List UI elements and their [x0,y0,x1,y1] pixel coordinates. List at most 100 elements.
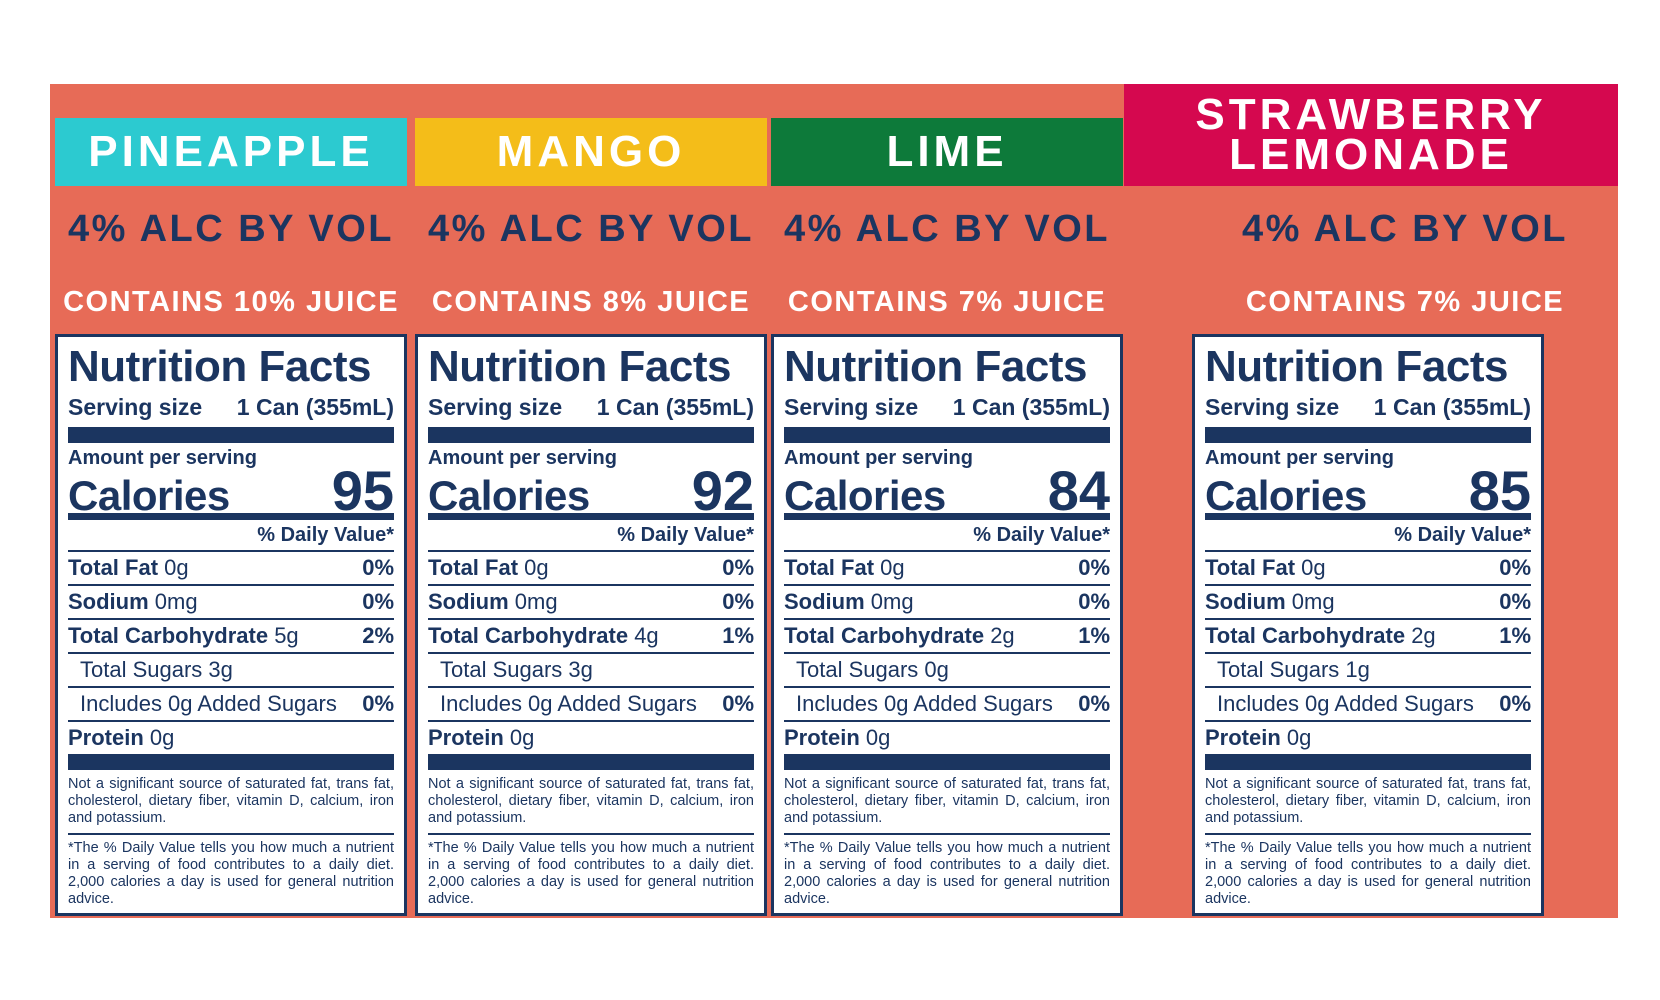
serving-size-row: Serving size 1 Can (355mL) [68,391,394,423]
protein-amount: 0g [1286,725,1312,750]
divider-thick [428,754,754,770]
total-carbohydrate-amount: 2g [990,623,1015,648]
flavor-name: PINEAPPLE [88,127,374,176]
calories-row: Calories 84 [784,463,1110,519]
total-fat-row: Total Fat 0g 0% [1205,552,1531,586]
sodium-amount: 0mg [1291,589,1335,614]
sodium-amount: 0mg [870,589,914,614]
calories-label: Calories [1205,472,1367,519]
total-sugars-text: Total Sugars 3g [80,657,233,682]
total-carbohydrate-label: Total Carbohydrate [68,623,269,648]
added-sugars-dv: 0% [362,691,394,716]
alcohol-by-volume: 4% ALC BY VOL [428,208,754,250]
nutrition-facts-title: Nutrition Facts [784,342,1087,391]
total-carbohydrate-dv: 2% [362,623,394,648]
calories-label: Calories [428,472,590,519]
protein-label: Protein [428,725,504,750]
total-carbohydrate-label: Total Carbohydrate [1205,623,1406,648]
total-fat-amount: 0g [1301,555,1326,580]
total-fat-amount: 0g [524,555,549,580]
calories-label: Calories [68,472,230,519]
total-carbohydrate-dv: 1% [1078,623,1110,648]
protein-label: Protein [784,725,860,750]
total-fat-amount: 0g [164,555,189,580]
amount-per-serving: Amount per serving [68,447,257,469]
protein-amount: 0g [865,725,891,750]
protein-amount: 0g [509,725,535,750]
amount-per-serving: Amount per serving [784,447,973,469]
total-carbohydrate-amount: 2g [1411,623,1436,648]
amount-per-serving: Amount per serving [1205,447,1394,469]
sodium-amount: 0mg [154,589,198,614]
calories-row: Calories 85 [1205,459,1531,522]
total-carbohydrate-row: Total Carbohydrate 5g 2% [68,620,394,654]
daily-value-header: % Daily Value* [1205,520,1531,552]
calories-row: Calories 95 [68,463,394,519]
total-sugars-row: Total Sugars 0g [784,654,1110,688]
total-carbohydrate-row: Total Carbohydrate 2g 1% [1205,620,1531,654]
daily-value-header: % Daily Value* [428,520,754,552]
flavor-column: LIME 4% ALC BY VOL CONTAINS 7% JUICE Nut… [771,84,1123,918]
nutrition-facts-panel: Nutrition Facts Serving size 1 Can (355m… [771,334,1123,916]
alcohol-by-volume: 4% ALC BY VOL [784,208,1110,250]
daily-value-header: % Daily Value* [784,520,1110,552]
serving-size-label: Serving size [68,394,203,420]
total-carbohydrate-amount: 5g [274,623,299,648]
added-sugars-dv: 0% [1078,691,1110,716]
nutrition-facts-panel: Nutrition Facts Serving size 1 Can (355m… [415,334,767,916]
flavor-column: MANGO 4% ALC BY VOL CONTAINS 8% JUICE Nu… [415,84,767,918]
total-fat-row: Total Fat 0g 0% [68,552,394,586]
significant-source-note: Not a significant source of saturated fa… [1205,776,1531,826]
calories-value: 92 [691,459,754,522]
divider-medium [784,513,1110,520]
sodium-row: Sodium 0mg 0% [1205,586,1531,620]
total-fat-dv: 0% [1499,555,1531,580]
serving-size-label: Serving size [1205,394,1340,420]
protein-label: Protein [68,725,144,750]
serving-size-value: 1 Can (355mL) [1373,394,1531,420]
nutrition-facts-title: Nutrition Facts [1205,342,1508,391]
significant-source-note: Not a significant source of saturated fa… [68,776,394,826]
serving-size-row: Serving size 1 Can (355mL) [428,391,754,423]
serving-size-value: 1 Can (355mL) [952,394,1110,420]
total-carbohydrate-row: Total Carbohydrate 4g 1% [428,620,754,654]
sodium-dv: 0% [362,589,394,614]
serving-size-label: Serving size [784,394,919,420]
serving-size-label: Serving size [428,394,563,420]
flavor-column: STRAWBERRY LEMONADE 4% ALC BY VOL CONTAI… [1124,84,1618,918]
sodium-label: Sodium [784,589,865,614]
serving-size-row: Serving size 1 Can (355mL) [784,391,1110,423]
sodium-label: Sodium [1205,589,1286,614]
total-sugars-row: Total Sugars 3g [68,654,394,688]
total-carbohydrate-row: Total Carbohydrate 2g 1% [784,620,1110,654]
protein-row: Protein 0g [68,722,394,754]
calories-label: Calories [784,472,946,519]
added-sugars-text: Includes 0g Added Sugars [1217,691,1474,716]
total-carbohydrate-dv: 1% [722,623,754,648]
daily-value-footnote: *The % Daily Value tells you how much a … [428,833,754,908]
total-carbohydrate-amount: 4g [634,623,659,648]
total-fat-dv: 0% [362,555,394,580]
divider-medium [428,513,754,520]
flavor-name: LIME [886,127,1008,176]
nutrition-facts-title: Nutrition Facts [428,342,731,391]
protein-label: Protein [1205,725,1281,750]
total-sugars-text: Total Sugars 1g [1217,657,1370,682]
divider-thick [784,427,1110,443]
added-sugars-text: Includes 0g Added Sugars [440,691,697,716]
total-fat-amount: 0g [880,555,905,580]
total-fat-row: Total Fat 0g 0% [784,552,1110,586]
sodium-row: Sodium 0mg 0% [428,586,754,620]
total-carbohydrate-dv: 1% [1499,623,1531,648]
total-sugars-row: Total Sugars 1g [1205,654,1531,688]
added-sugars-text: Includes 0g Added Sugars [796,691,1053,716]
protein-row: Protein 0g [1205,722,1531,754]
daily-value-footnote: *The % Daily Value tells you how much a … [784,833,1110,908]
added-sugars-dv: 0% [722,691,754,716]
divider-medium [68,513,394,520]
total-sugars-text: Total Sugars 3g [440,657,593,682]
flavor-name: MANGO [496,127,686,176]
sodium-label: Sodium [428,589,509,614]
divider-medium [1205,513,1531,520]
calories-value: 85 [1468,459,1531,522]
